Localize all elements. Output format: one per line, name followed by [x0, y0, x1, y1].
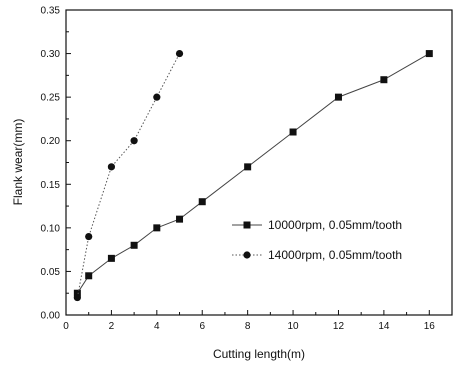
- y-axis-title: Flank wear(mm): [11, 119, 25, 206]
- data-point-series-1: [289, 128, 297, 136]
- x-tick-label: 2: [109, 321, 115, 332]
- data-point-series-1: [153, 224, 161, 232]
- legend-marker-series-1: [243, 221, 251, 229]
- data-point-series-1: [198, 198, 206, 206]
- legend-label-series-2: 14000rpm, 0.05mm/tooth: [268, 248, 402, 262]
- data-point-series-1: [380, 76, 388, 84]
- data-point-series-1: [73, 289, 81, 297]
- data-point-series-2: [153, 93, 161, 101]
- x-tick-label: 6: [199, 321, 205, 332]
- data-point-series-1: [244, 163, 252, 171]
- data-point-series-1: [176, 215, 184, 223]
- y-tick-label: 0.35: [41, 6, 61, 17]
- plot-frame: [65, 9, 453, 316]
- x-tick-label: 10: [287, 321, 299, 332]
- data-point-series-2: [107, 163, 116, 171]
- x-tick-label: 8: [245, 321, 251, 332]
- legend-marker-series-2: [243, 251, 251, 259]
- series-line-1: [76, 53, 430, 294]
- data-point-series-2: [130, 137, 138, 145]
- y-tick-label: 0.15: [41, 180, 61, 191]
- data-point-series-2: [85, 232, 93, 241]
- x-tick-label: 12: [333, 321, 345, 332]
- data-point-series-1: [425, 50, 433, 58]
- x-tick-label: 0: [63, 321, 69, 332]
- legend: 10000rpm, 0.05mm/tooth 14000rpm, 0.05mm/…: [232, 218, 402, 262]
- y-tick-label: 0.05: [41, 267, 61, 278]
- y-tick-label: 0.00: [41, 311, 61, 322]
- y-axis: 0.00 0.05 0.10 0.15 0.20 0.25 0.30 0.35: [41, 6, 71, 322]
- x-axis: 0 2 4 6 8 10 12 14 16: [63, 310, 435, 332]
- data-point-series-2: [175, 49, 184, 58]
- series-line-2: [76, 53, 180, 298]
- series-layer: [73, 49, 433, 302]
- y-tick-label: 0.10: [41, 223, 61, 234]
- x-axis-title: Cutting length(m): [213, 347, 305, 361]
- data-point-series-1: [130, 241, 138, 249]
- y-tick-label: 0.25: [41, 93, 61, 104]
- data-point-series-1: [107, 254, 115, 262]
- y-tick-label: 0.30: [41, 49, 61, 60]
- x-tick-label: 16: [424, 321, 436, 332]
- legend-label-series-1: 10000rpm, 0.05mm/tooth: [268, 218, 402, 232]
- x-tick-label: 4: [154, 321, 160, 332]
- data-point-series-1: [85, 272, 93, 280]
- data-point-series-1: [334, 93, 342, 101]
- y-tick-label: 0.20: [41, 136, 61, 147]
- data-point-series-2: [73, 293, 81, 302]
- x-tick-label: 14: [378, 321, 390, 332]
